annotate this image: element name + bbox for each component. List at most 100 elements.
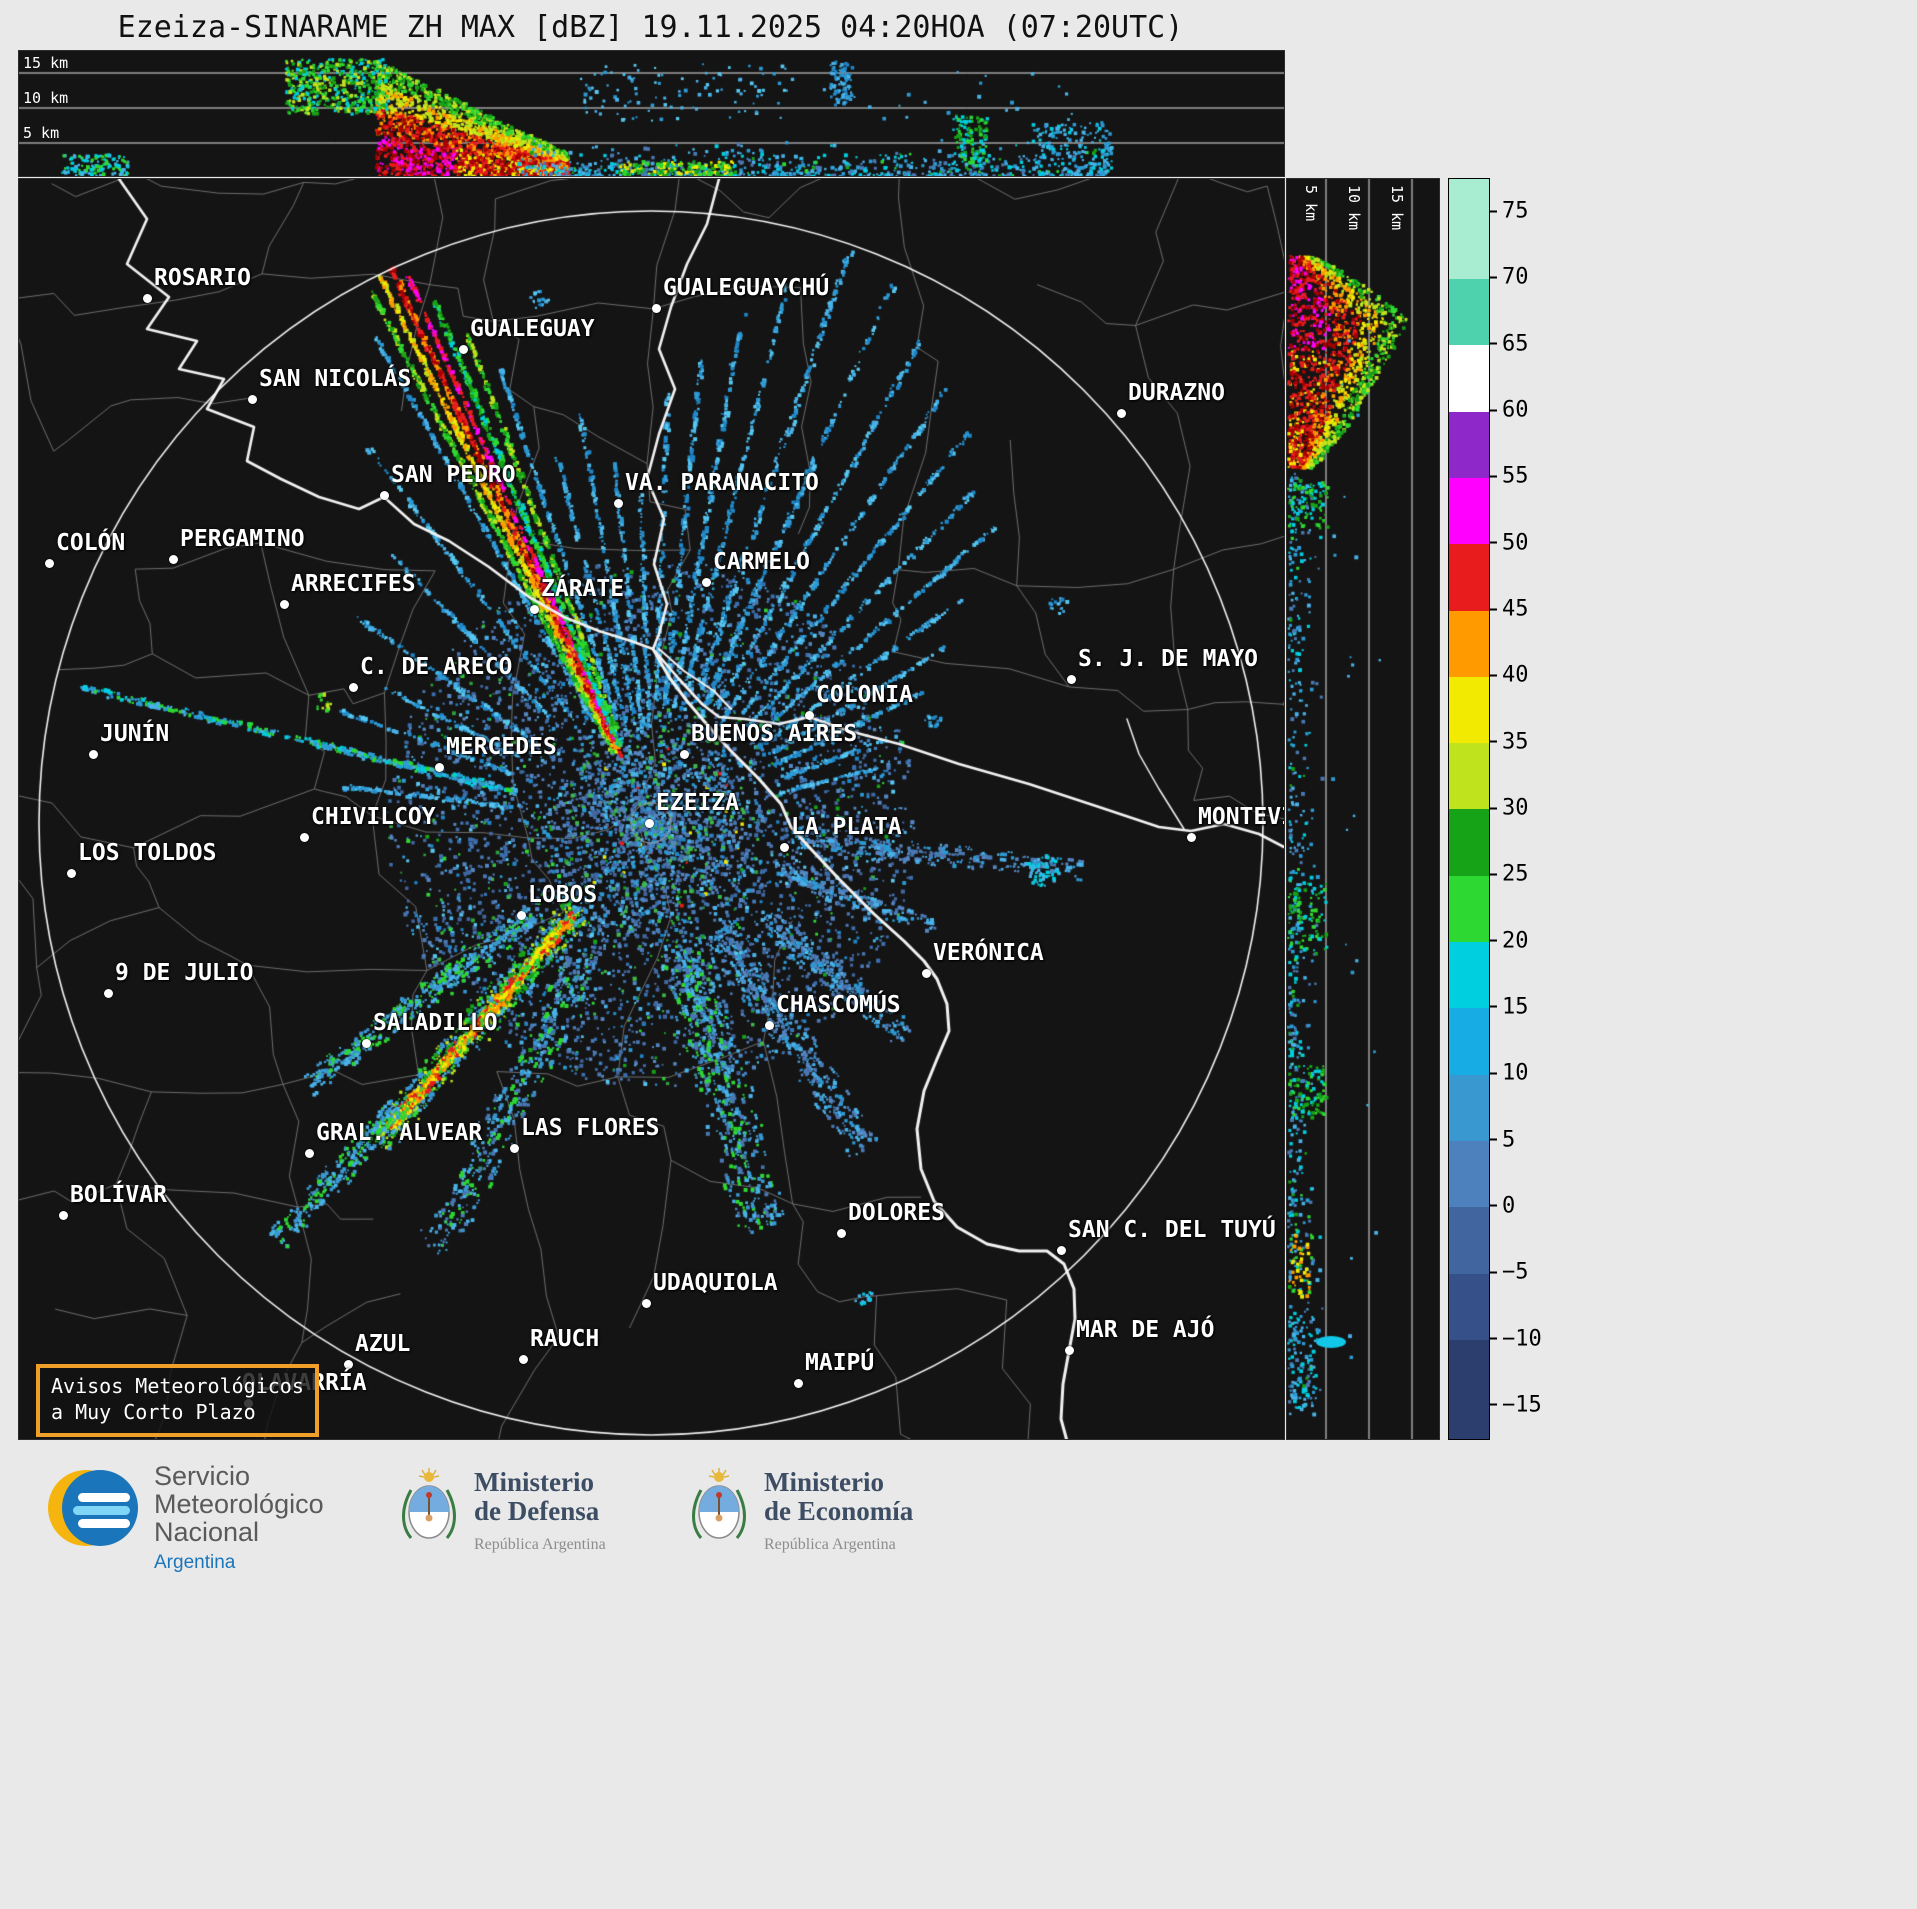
city-label: LOS TOLDOS xyxy=(78,840,217,866)
tick-mark xyxy=(1489,1005,1497,1008)
city-label: S. J. DE MAYO xyxy=(1078,646,1259,672)
radar-map-canvas xyxy=(19,179,1284,1439)
colorbar-tick: 30 xyxy=(1489,796,1529,821)
colorbar-segment xyxy=(1449,676,1489,744)
city-label: ROSARIO xyxy=(154,265,251,291)
tick-mark xyxy=(1489,1138,1497,1141)
city-label: PERGAMINO xyxy=(180,526,305,552)
tick-mark xyxy=(1489,608,1497,611)
city-dot xyxy=(519,1355,528,1364)
smn-name-line3: Nacional xyxy=(154,1517,260,1547)
city-dot xyxy=(510,1144,519,1153)
colorbar-tick: 55 xyxy=(1489,464,1529,489)
city-label: 9 DE JULIO xyxy=(115,960,254,986)
city-label: JUNÍN xyxy=(100,721,170,747)
city-dot xyxy=(169,555,178,564)
colorbar-segment xyxy=(1449,1074,1489,1142)
colorbar-segment xyxy=(1449,477,1489,545)
city-dot xyxy=(1057,1246,1066,1255)
city-markers-layer: ROSARIO GUALEGUAYCHÚ GUALEGUAY SAN NICOLÁS D… xyxy=(19,179,1284,1439)
city-dot xyxy=(805,711,814,720)
colorbar-segment xyxy=(1449,1273,1489,1341)
height-label-15km: 15 km xyxy=(1388,185,1406,231)
city-dot xyxy=(614,499,623,508)
city-label: CHIVILCOY xyxy=(311,804,436,830)
city-dot xyxy=(435,763,444,772)
colorbar-segment xyxy=(1449,742,1489,810)
city-label: BOLÍVAR xyxy=(70,1182,167,1208)
colorbar-tick-label: −5 xyxy=(1502,1259,1529,1285)
warning-box-line1: Avisos Meteorológicos xyxy=(51,1374,304,1398)
city-label: RAUCH xyxy=(530,1326,600,1352)
colorbar-tick: 35 xyxy=(1489,729,1529,754)
city-label: MAIPÚ xyxy=(805,1350,875,1376)
right-cross-section-canvas xyxy=(1287,179,1439,1439)
ministry-economia-line1: Ministerio xyxy=(764,1467,884,1497)
colorbar-tick-label: 45 xyxy=(1502,596,1529,622)
tick-mark xyxy=(1489,541,1497,544)
tick-mark xyxy=(1489,475,1497,478)
city-dot xyxy=(642,1299,651,1308)
tick-mark xyxy=(1489,740,1497,743)
city-dot xyxy=(1117,409,1126,418)
colorbar-tick-label: 65 xyxy=(1502,331,1529,357)
colorbar-segment xyxy=(1449,1007,1489,1075)
city-dot xyxy=(652,304,661,313)
city-dot xyxy=(837,1229,846,1238)
colorbar-segment xyxy=(1449,1206,1489,1274)
city-dot xyxy=(143,294,152,303)
smn-name-line2: Meteorológico xyxy=(154,1489,324,1519)
city-label: GUALEGUAYCHÚ xyxy=(663,275,830,301)
smn-logo-block: Servicio Meteorológico Nacional Argentin… xyxy=(48,1462,324,1577)
tick-mark xyxy=(1489,807,1497,809)
city-label: CARMELO xyxy=(713,549,810,575)
city-label: SAN NICOLÁS xyxy=(259,366,412,392)
colorbar-segment xyxy=(1449,179,1489,213)
city-dot xyxy=(645,819,654,828)
city-label: EZEIZA xyxy=(656,790,740,816)
colorbar-tick: 5 xyxy=(1489,1127,1515,1152)
colorbar-tick-label: 20 xyxy=(1502,928,1529,954)
colorbar-segment xyxy=(1449,1339,1489,1407)
ministry-defensa-block: Ministerio de Defensa República Argentin… xyxy=(398,1468,606,1559)
colorbar-tick-label: 75 xyxy=(1502,198,1529,224)
city-label: SAN PEDRO xyxy=(391,462,516,488)
colorbar-tick-label: 35 xyxy=(1502,729,1529,755)
colorbar-tick-label: 10 xyxy=(1502,1060,1529,1086)
city-dot xyxy=(517,911,526,920)
colorbar-tick: 20 xyxy=(1489,928,1529,953)
colorbar-tick-label: 40 xyxy=(1502,662,1529,688)
city-dot xyxy=(89,750,98,759)
top-cross-section-canvas xyxy=(19,51,1284,176)
height-label-15km: 15 km xyxy=(23,54,69,72)
colorbar-scale xyxy=(1448,178,1490,1440)
city-label: SAN C. DEL TUYÚ xyxy=(1068,1217,1276,1243)
colorbar-tick: 45 xyxy=(1489,597,1529,622)
colorbar-tick-label: −10 xyxy=(1502,1326,1542,1352)
colorbar-tick: 10 xyxy=(1489,1061,1529,1086)
city-dot xyxy=(104,989,113,998)
smn-logo-icon xyxy=(48,1462,140,1558)
city-label: AZUL xyxy=(355,1331,411,1357)
city-label: GUALEGUAY xyxy=(470,316,595,342)
footer: Servicio Meteorológico Nacional Argentin… xyxy=(0,1440,1917,1909)
tick-mark xyxy=(1489,1403,1497,1406)
colorbar-tick-label: 50 xyxy=(1502,530,1529,556)
height-label-5km: 5 km xyxy=(23,124,60,142)
city-dot xyxy=(780,843,789,852)
ministry-defensa-sub: República Argentina xyxy=(474,1536,606,1553)
colorbar-segment xyxy=(1449,543,1489,611)
city-dot xyxy=(459,345,468,354)
city-label: MERCEDES xyxy=(446,734,557,760)
ministry-economia-block: Ministerio de Economía República Argenti… xyxy=(688,1468,913,1559)
colorbar-tick-label: 30 xyxy=(1502,795,1529,821)
colorbar-tick: −5 xyxy=(1489,1260,1529,1285)
city-dot xyxy=(300,833,309,842)
city-label: MONTEVIDEO xyxy=(1198,804,1284,830)
tick-mark xyxy=(1489,1271,1497,1274)
right-cross-section-panel: 5 km 10 km 15 km xyxy=(1286,178,1440,1440)
city-dot xyxy=(1065,1346,1074,1355)
colorbar-tick: 25 xyxy=(1489,862,1529,887)
height-label-5km: 5 km xyxy=(1302,185,1320,222)
